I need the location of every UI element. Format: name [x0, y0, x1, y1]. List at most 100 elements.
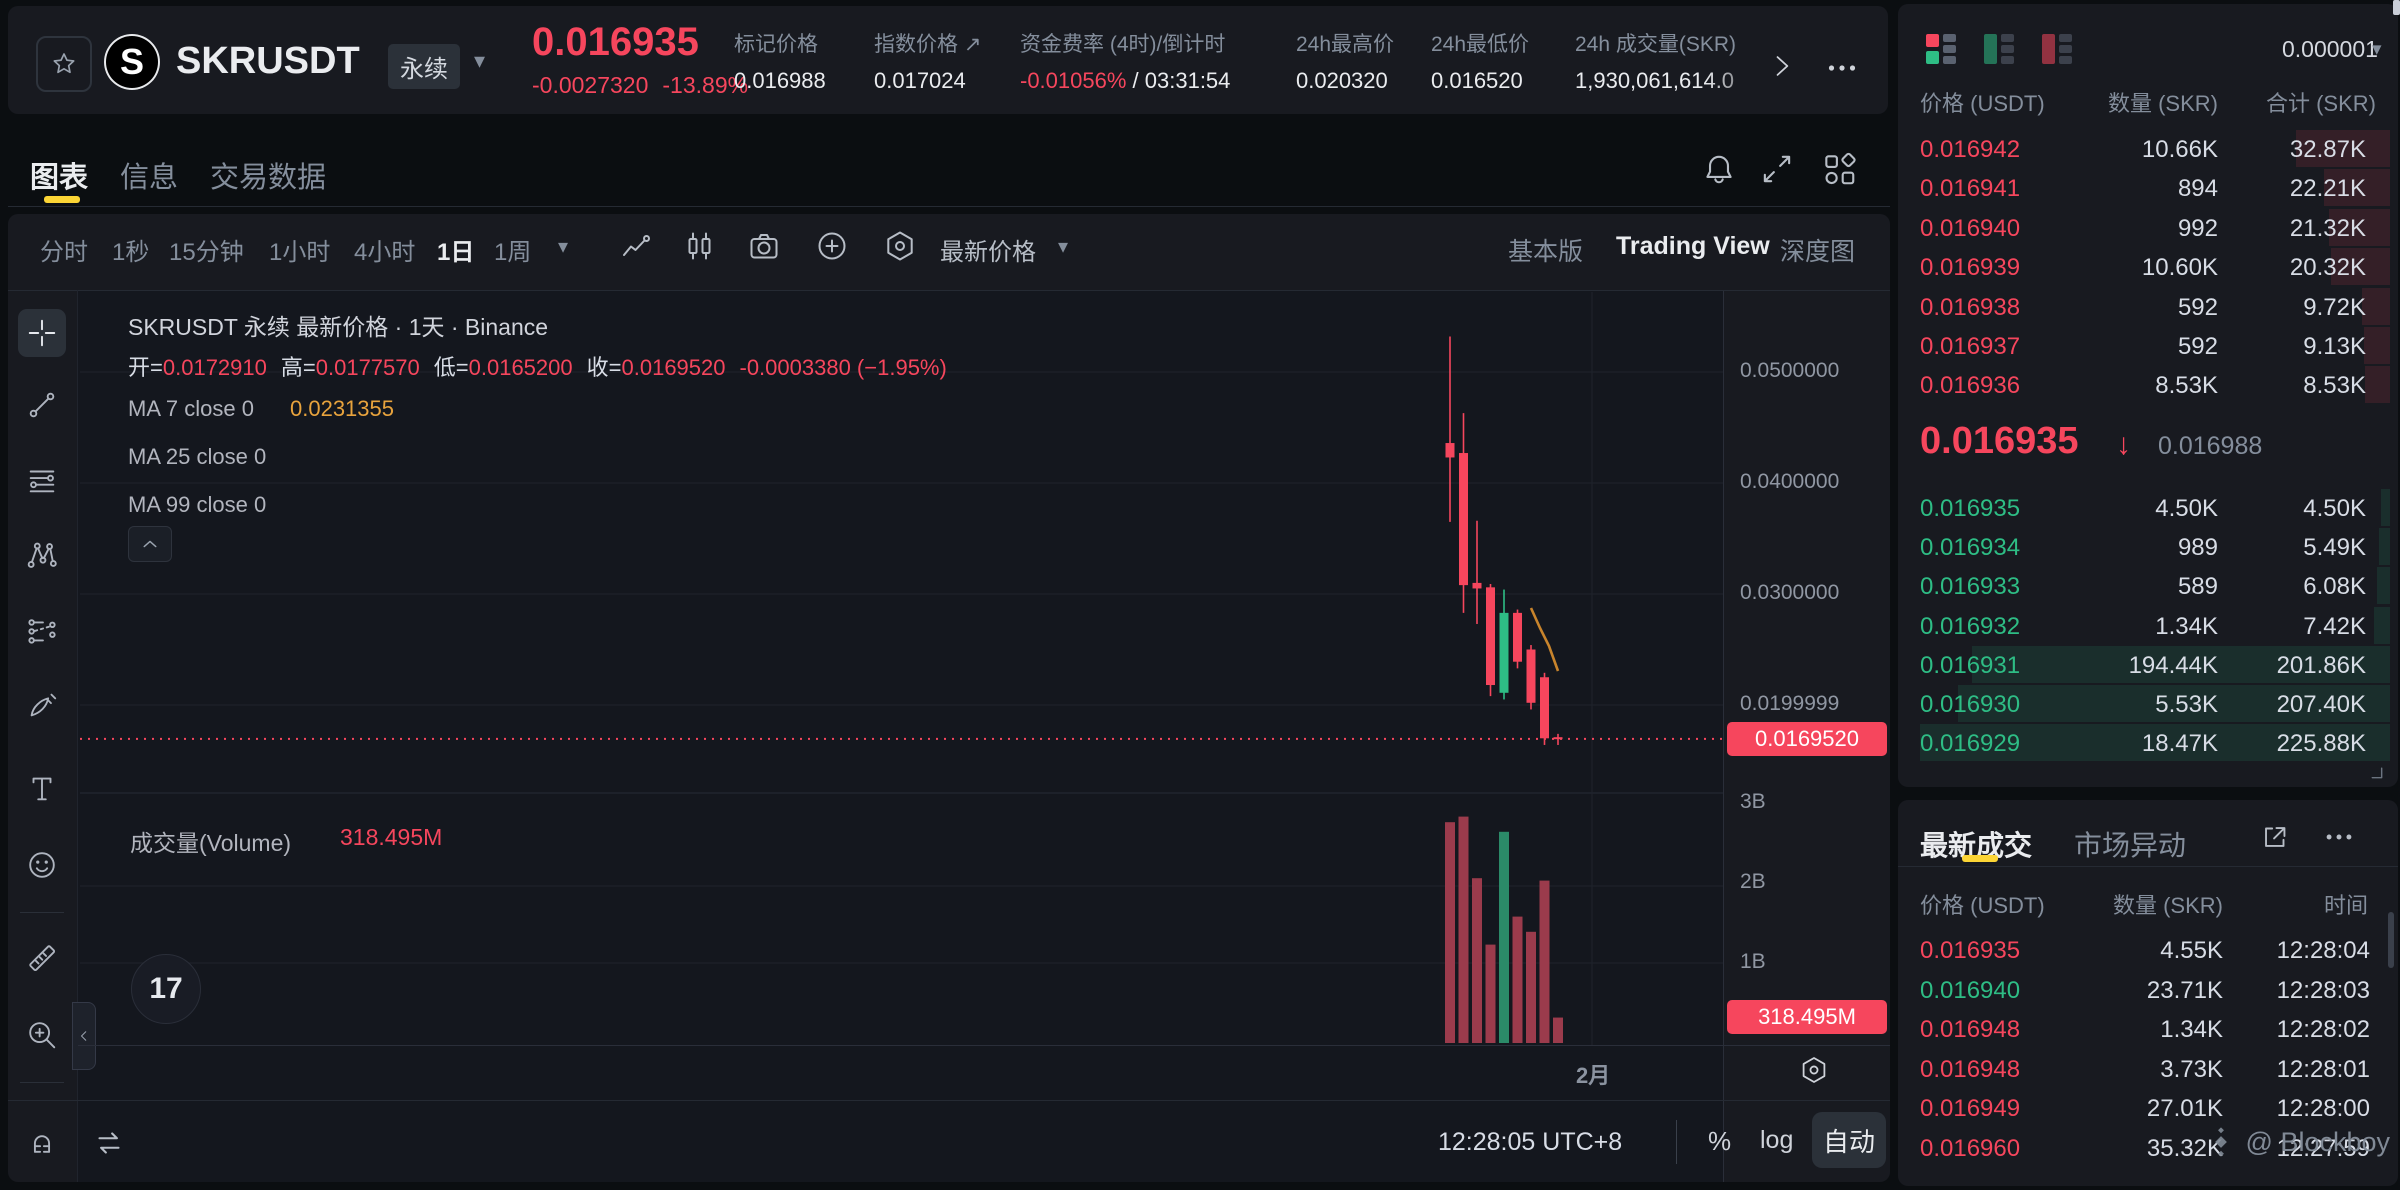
orderbook-column-header: 合计 (SKR) — [2265, 91, 2376, 116]
long-position-tool[interactable] — [25, 613, 59, 647]
orderbook-row-bid[interactable]: 0.016932 1.34K 7.42K — [1906, 606, 2390, 644]
trade-row[interactable]: 0.016948 3.73K 12:28:01 — [1906, 1052, 2390, 1088]
book-layout-asks-icon[interactable] — [2042, 34, 2072, 64]
trade-row[interactable]: 0.016949 27.01K 12:28:00 — [1906, 1091, 2390, 1127]
time-axis-tick[interactable]: 2月 — [1576, 1063, 1611, 1088]
orderbook-row-bid[interactable]: 0.016930 5.53K 207.40K — [1906, 685, 2390, 722]
depth-bar — [2329, 208, 2390, 246]
orderbook-row-bid[interactable]: 0.016935 4.50K 4.50K — [1906, 489, 2390, 526]
auto-scale-button[interactable]: 自动 — [1812, 1112, 1886, 1168]
add-indicator-icon[interactable] — [814, 228, 850, 264]
trade-time: 12:28:02 — [2276, 1016, 2370, 1044]
orderbook-row-ask[interactable]: 0.016939 10.60K 20.32K — [1906, 248, 2390, 286]
interval-分时[interactable]: 分时 — [40, 239, 88, 266]
book-layout-both-icon[interactable] — [1926, 34, 1956, 64]
log-scale-button[interactable]: log — [1760, 1126, 1794, 1154]
ruler-tool[interactable] — [25, 941, 59, 975]
price-cell: 0.016932 — [1920, 612, 2021, 640]
contract-type-badge[interactable]: 永续 — [388, 44, 460, 89]
trade-row[interactable]: 0.016935 4.55K 12:28:04 — [1906, 933, 2390, 969]
header-stat: 24h最低价 0.016520 — [1431, 28, 1681, 98]
stats-scroll-arrow[interactable] — [1766, 50, 1798, 82]
text-tool[interactable] — [25, 771, 59, 805]
trades-export-icon[interactable] — [2258, 820, 2292, 854]
legend-collapse-button[interactable] — [128, 526, 172, 562]
orderbook-resize-grip[interactable] — [2360, 756, 2386, 782]
orderbook-row-ask[interactable]: 0.016940 992 21.32K — [1906, 208, 2390, 246]
interval-4小时[interactable]: 4小时 — [354, 239, 416, 266]
header-stat: 24h 成交量(SKR) 1,930,061,614.0 — [1575, 28, 1775, 98]
alerts-icon[interactable] — [1700, 150, 1738, 188]
header-more-button[interactable] — [1824, 50, 1860, 86]
candle-style-icon[interactable] — [682, 228, 718, 264]
magnet-tool[interactable] — [25, 1123, 59, 1157]
trade-price: 0.016949 — [1920, 1095, 2021, 1123]
interval-dropdown-caret[interactable]: ▾ — [558, 236, 569, 258]
precision-selector[interactable]: 0.000001 — [2282, 36, 2378, 62]
interval-1秒[interactable]: 1秒 — [112, 239, 150, 266]
emoji-tool[interactable] — [25, 848, 59, 882]
trades-tab-movers[interactable]: 市场异动 — [2074, 830, 2187, 861]
indicators-icon[interactable] — [618, 228, 654, 264]
symbol-title[interactable]: SKRUSDT — [176, 40, 360, 82]
orderbook-row-ask[interactable]: 0.016936 8.53K 8.53K — [1906, 366, 2390, 404]
tab-chart[interactable]: 图表 — [30, 162, 89, 194]
chart-switch-icon[interactable] — [90, 1124, 128, 1162]
view-tradingview[interactable]: Trading View — [1616, 232, 1770, 260]
fullscreen-icon[interactable] — [1758, 150, 1796, 188]
price-type-caret[interactable]: ▾ — [1058, 236, 1069, 258]
sidebar-collapse-handle[interactable] — [72, 1002, 96, 1070]
tab-trading-data[interactable]: 交易数据 — [210, 162, 327, 194]
percent-scale-button[interactable]: % — [1708, 1126, 1732, 1156]
interval-1周[interactable]: 1周 — [494, 239, 532, 266]
orderbook-row-ask[interactable]: 0.016937 592 9.13K — [1906, 327, 2390, 364]
ohlc-eq: = — [302, 355, 316, 380]
price-volume-chart[interactable] — [80, 292, 1723, 1045]
brush-tool[interactable] — [25, 688, 59, 722]
book-layout-bids-icon[interactable] — [1984, 34, 2014, 64]
price-cell: 0.016936 — [1920, 372, 2021, 400]
orderbook-row-ask[interactable]: 0.016942 10.66K 32.87K — [1906, 130, 2390, 167]
favorite-button[interactable] — [36, 36, 92, 92]
ohlc-eq: = — [608, 355, 622, 380]
view-depth[interactable]: 深度图 — [1780, 238, 1856, 266]
orderbook-row-bid[interactable]: 0.016934 989 5.49K — [1906, 528, 2390, 566]
orderbook-row-ask[interactable]: 0.016941 894 22.21K — [1906, 169, 2390, 207]
interval-1日[interactable]: 1日 — [437, 239, 475, 266]
mark-price-small[interactable]: 0.016988 — [2158, 432, 2263, 460]
interval-15分钟[interactable]: 15分钟 — [169, 239, 244, 266]
price-change-pct: -13.89% — [662, 72, 749, 98]
trade-row[interactable]: 0.016940 23.71K 12:28:03 — [1906, 973, 2390, 1009]
zoom-in-tool[interactable] — [25, 1018, 59, 1052]
orderbook-row-bid[interactable]: 0.016931 194.44K 201.86K — [1906, 645, 2390, 683]
fib-retracement-tool[interactable] — [25, 463, 59, 497]
scrollbar-artifact[interactable] — [2393, 0, 2400, 15]
volume-tick-label: 2B — [1740, 870, 1766, 893]
widgets-icon[interactable] — [1820, 150, 1858, 188]
tab-info[interactable]: 信息 — [120, 162, 179, 194]
trades-scrollbar-thumb[interactable] — [2388, 912, 2394, 968]
orderbook-row-ask[interactable]: 0.016938 592 9.72K — [1906, 287, 2390, 325]
axis-settings-icon[interactable] — [1798, 1054, 1830, 1086]
clock-utc[interactable]: 12:28:05 UTC+8 — [1438, 1128, 1623, 1156]
price-change-abs: -0.0027320 — [532, 72, 649, 98]
price-change: -0.0027320 -13.89% — [532, 72, 748, 99]
interval-1小时[interactable]: 1小时 — [269, 239, 331, 266]
chart-settings-icon[interactable] — [882, 228, 918, 264]
orderbook-mid-price[interactable]: 0.016935 ↓ 0.016988 — [1906, 416, 2390, 472]
ma-legend-label: MA 7 close 0 — [128, 396, 254, 421]
view-basic[interactable]: 基本版 — [1508, 238, 1584, 266]
orderbook-row-bid[interactable]: 0.016933 589 6.08K — [1906, 567, 2390, 605]
price-type-selector[interactable]: 最新价格 — [940, 239, 1036, 266]
trades-more-icon[interactable] — [2322, 820, 2356, 854]
crosshair-tool[interactable] — [25, 316, 59, 350]
trend-line-tool[interactable] — [25, 388, 59, 422]
price-cell: 0.016937 — [1920, 333, 2021, 360]
xabcd-pattern-tool[interactable] — [25, 538, 59, 572]
symbol-dropdown-caret[interactable]: ▾ — [474, 48, 486, 73]
trade-row[interactable]: 0.016960 35.32K 12:27:59 — [1906, 1131, 2390, 1167]
screenshot-icon[interactable] — [746, 228, 782, 264]
orderbook-row-bid[interactable]: 0.016929 18.47K 225.88K — [1906, 724, 2390, 762]
trade-row[interactable]: 0.016948 1.34K 12:28:02 — [1906, 1012, 2390, 1048]
precision-caret[interactable]: ▾ — [2372, 39, 2382, 60]
